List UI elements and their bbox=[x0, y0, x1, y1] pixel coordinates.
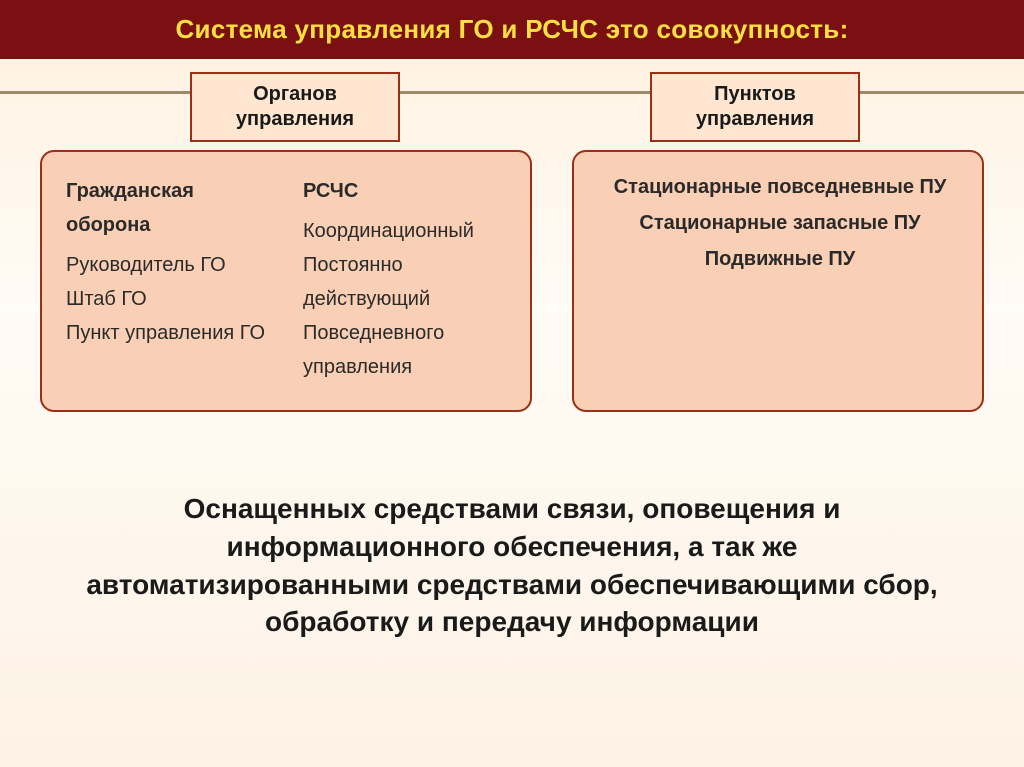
page-title: Система управления ГО и РСЧС это совокуп… bbox=[0, 0, 1024, 59]
col1-heading-l2: оборона bbox=[66, 208, 273, 242]
header-box-organs: Органов управления bbox=[190, 72, 400, 142]
right-item: Стационарные повседневные ПУ bbox=[598, 174, 962, 200]
col-rschs: РСЧС Координационный Постоянно действующ… bbox=[303, 174, 510, 384]
col2-item: Повседневного управления bbox=[303, 316, 510, 384]
panels-row: Гражданская оборона Руководитель ГО Штаб… bbox=[40, 100, 984, 412]
col1-item: Пункт управления ГО bbox=[66, 316, 273, 350]
header-left-l1: Органов bbox=[232, 82, 358, 107]
col1-item: Руководитель ГО bbox=[66, 248, 273, 282]
panel-points: Стационарные повседневные ПУ Стационарны… bbox=[572, 150, 984, 412]
footer-description: Оснащенных средствами связи, оповещения … bbox=[40, 490, 984, 641]
col2-item: Постоянно действующий bbox=[303, 248, 510, 316]
right-item: Подвижные ПУ bbox=[598, 246, 962, 272]
panel-organs: Гражданская оборона Руководитель ГО Штаб… bbox=[40, 150, 532, 412]
header-left-l2: управления bbox=[232, 107, 358, 132]
col1-item: Штаб ГО bbox=[66, 282, 273, 316]
header-right-l1: Пунктов bbox=[692, 82, 818, 107]
col2-item: Координационный bbox=[303, 214, 510, 248]
header-box-points: Пунктов управления bbox=[650, 72, 860, 142]
col1-heading-l1: Гражданская bbox=[66, 174, 273, 208]
col-civil-defense: Гражданская оборона Руководитель ГО Штаб… bbox=[66, 174, 273, 384]
header-right-l2: управления bbox=[692, 107, 818, 132]
content-area: Органов управления Пунктов управления Гр… bbox=[0, 72, 1024, 641]
right-item: Стационарные запасные ПУ bbox=[598, 210, 962, 236]
col2-heading: РСЧС bbox=[303, 174, 510, 208]
